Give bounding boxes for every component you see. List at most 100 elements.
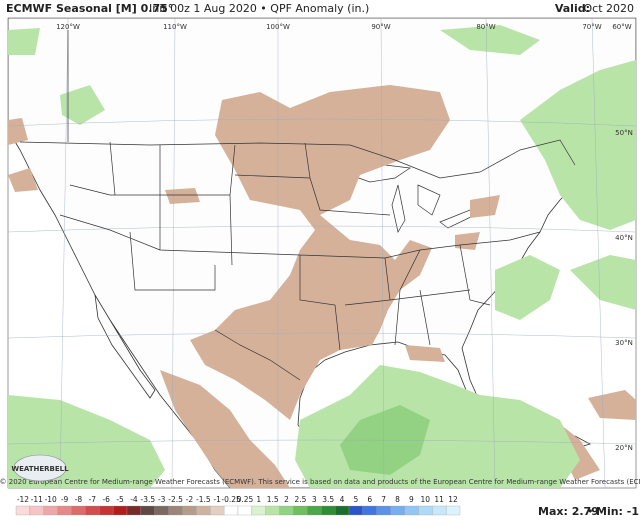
colorbar-swatch [418, 505, 433, 516]
colorbar-label: 6 [367, 495, 372, 504]
colorbar-swatch [404, 505, 419, 516]
latitude-label: 50°N [615, 129, 633, 137]
colorbar-swatch [43, 505, 58, 516]
lake-michigan [391, 184, 406, 233]
colorbar-label: 1 [256, 495, 261, 504]
dry-area [470, 195, 500, 218]
valid-value: Oct 2020 [583, 2, 634, 15]
graticule [8, 18, 636, 488]
colorbar: -12 -11 -10 -9 -8 -7 -6 -5 -4 -3.5 -3 -2.5 -2 -1.5 -1-… [15, 495, 461, 516]
colorbar-swatch [126, 505, 142, 516]
colorbar-swatch [307, 505, 322, 516]
colorbar-label: 9 [409, 495, 414, 504]
colorbar-label: 3.5 [322, 495, 334, 504]
colorbar-label: -2.5 [168, 495, 183, 504]
colorbar-label: 5 [354, 495, 359, 504]
title: ECMWF Seasonal [M] 0.75° [6, 2, 173, 15]
colorbar-swatch [334, 505, 350, 516]
colorbar-swatch [279, 505, 294, 516]
logo-badge [13, 454, 67, 482]
wet-area [570, 255, 636, 310]
colorbar-label: -10 [45, 495, 57, 504]
colorbar-swatch [210, 505, 225, 516]
wet-area [495, 255, 560, 320]
colorbar-label: 0.25 [237, 495, 254, 504]
colorbar-label: 2 [284, 495, 289, 504]
wet-area [8, 28, 40, 55]
colorbar-swatch [265, 505, 280, 516]
colorbar-label: -1.5 [196, 495, 211, 504]
colorbar-swatch [237, 505, 253, 516]
colorbar-label: -9 [61, 495, 69, 504]
stat-separator: • [587, 505, 594, 518]
colorbar-label: -8 [75, 495, 83, 504]
dry-area [588, 390, 636, 420]
colorbar-label: -11 [31, 495, 43, 504]
wet-area [520, 60, 636, 230]
dry-area [190, 85, 450, 420]
colorbar-label: -1 [213, 495, 221, 504]
logo: WEATHERBELL [11, 465, 69, 473]
colorbar-swatch [432, 505, 447, 516]
colorbar-swatch [196, 505, 211, 516]
colorbar-swatch [390, 505, 405, 516]
colorbar-label: -3.5 [140, 495, 155, 504]
latitude-label: 30°N [615, 339, 633, 347]
colorbar-label: 10 [421, 495, 431, 504]
colorbar-label: -2 [186, 495, 194, 504]
latitude-label: 20°N [615, 444, 633, 452]
colorbar-label: -5 [116, 495, 124, 504]
longitude-label: 120°W [56, 23, 80, 31]
colorbar-label: 4 [340, 495, 345, 504]
subtitle: Init 00z 1 Aug 2020 • QPF Anomaly (in.) [149, 2, 369, 15]
longitude-label: 100°W [266, 23, 290, 31]
dry-area [455, 232, 480, 250]
colorbar-label: -12 [17, 495, 29, 504]
latitude-label: 40°N [615, 234, 633, 242]
wet-area [440, 25, 540, 55]
colorbar-swatch [57, 505, 72, 516]
valid-label: Valid: [555, 2, 590, 15]
lake-huron [417, 184, 441, 216]
min-stat: Min: -1.78 [596, 505, 640, 518]
copyright: © 2020 European Centre for Medium-range … [0, 478, 640, 486]
colorbar-label: -3 [158, 495, 166, 504]
colorbar-swatch [348, 505, 364, 516]
colorbar-swatch [112, 505, 128, 516]
wet-area [60, 85, 105, 125]
borders [19, 30, 576, 381]
colorbar-swatch [362, 505, 377, 516]
colorbar-swatch [182, 505, 197, 516]
colorbar-swatch [293, 505, 308, 516]
colorbar-swatch [168, 505, 183, 516]
colorbar-label: -0.25 [221, 495, 241, 504]
colorbar-swatch [15, 505, 31, 516]
longitude-label: 60°W [612, 23, 631, 31]
map: 120°W 110°W 100°W 90°W 80°W 70°W 60°W 50°N 40°N… [0, 17, 640, 489]
dry-area [405, 345, 445, 362]
colorbar-swatch [376, 505, 391, 516]
colorbar-label: 2.5 [294, 495, 306, 504]
colorbar-swatch [223, 505, 239, 516]
colorbar-label: -4 [130, 495, 138, 504]
colorbar-label: 1.5 [267, 495, 279, 504]
dry-area [8, 168, 38, 192]
colorbar-swatch [140, 505, 155, 516]
colorbar-label: -7 [89, 495, 97, 504]
colorbar-label: -6 [102, 495, 110, 504]
colorbar-swatch [85, 505, 100, 516]
max-stat: Max: 2.79 [538, 505, 599, 518]
colorbar-swatch [29, 505, 44, 516]
dry-area [165, 188, 200, 204]
longitude-label: 70°W [582, 23, 601, 31]
colorbar-swatch [99, 505, 114, 516]
colorbar-swatch [321, 505, 336, 516]
dry-area [8, 118, 28, 145]
longitude-label: 90°W [371, 23, 390, 31]
colorbar-swatch [71, 505, 86, 516]
longitude-label: 80°W [476, 23, 495, 31]
colorbar-label: 8 [395, 495, 400, 504]
longitude-label: 110°W [163, 23, 187, 31]
dry-area [160, 370, 290, 488]
